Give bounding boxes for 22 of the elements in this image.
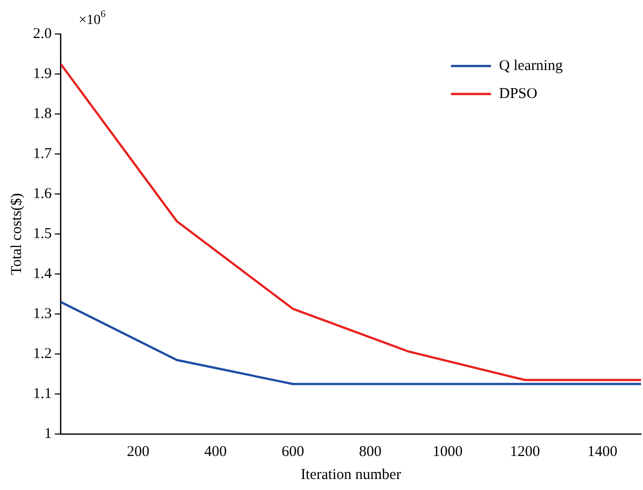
x-tick-label: 1000 <box>432 444 463 460</box>
y-tick-label: 1.6 <box>33 186 52 202</box>
y-axis-title: Total costs($) <box>8 193 25 275</box>
y-tick-label: 1.8 <box>33 106 52 122</box>
x-tick-label: 200 <box>126 444 150 460</box>
x-tick-label: 600 <box>282 444 304 460</box>
y-tick-label: 1.7 <box>33 146 52 162</box>
legend-label: Q learning <box>499 58 564 74</box>
y-tick-label: 1.3 <box>33 306 52 322</box>
x-tick-label: 1200 <box>510 444 540 460</box>
y-tick-label: 1.1 <box>33 386 52 402</box>
y-tick-label: 1.4 <box>33 266 52 282</box>
y-tick-label: 1.9 <box>33 66 52 82</box>
legend-label: DPSO <box>499 86 538 102</box>
y-tick-label: 1.2 <box>33 346 52 362</box>
y-tick-label: 1.5 <box>33 226 52 242</box>
y-tick-label: 1 <box>44 426 52 442</box>
y-tick-label: 2.0 <box>33 26 52 42</box>
x-tick-label: 1400 <box>587 444 618 460</box>
x-tick-label: 400 <box>204 444 227 460</box>
x-tick-label: 800 <box>358 444 382 460</box>
x-axis-title: Iteration number <box>300 466 402 483</box>
